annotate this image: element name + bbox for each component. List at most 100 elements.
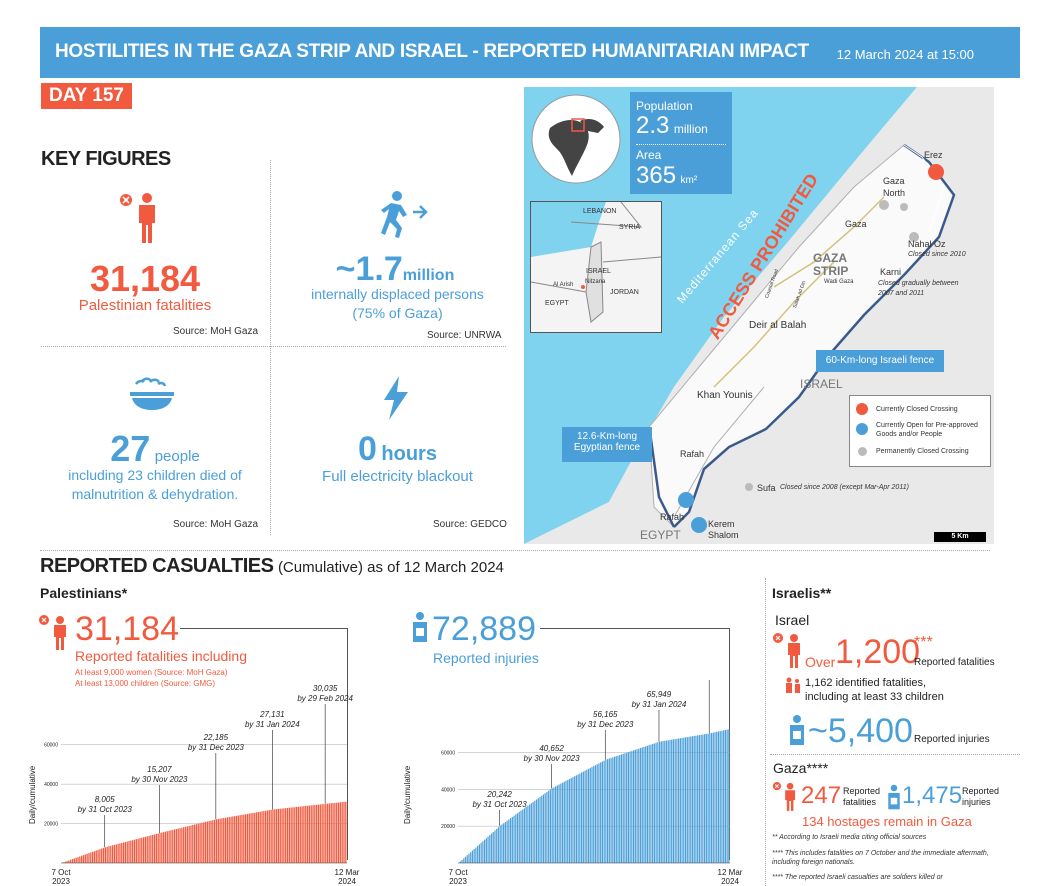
- place-rafah: Rafah: [680, 449, 705, 459]
- callout-line: [180, 628, 348, 629]
- displaced-unit: million: [402, 267, 455, 284]
- chart-bar: [126, 841, 128, 863]
- electricity-label: Full electricity blackout: [322, 468, 473, 485]
- chart-bar: [470, 852, 472, 863]
- malnutrition-unit: people: [154, 448, 200, 465]
- chart-bar: [297, 806, 300, 863]
- chart-bar: [634, 749, 636, 863]
- chart-bar: [122, 842, 125, 863]
- chart-bar: [328, 803, 331, 863]
- annotation-value: 15,207: [147, 765, 172, 774]
- chart-bar: [306, 805, 309, 863]
- chart-bar: [499, 825, 501, 863]
- chart-bar: [697, 735, 699, 863]
- chart-bar: [102, 847, 105, 863]
- chart-bar: [157, 833, 159, 863]
- israelis-label: Israelis**: [772, 585, 832, 601]
- chart-bar: [626, 752, 628, 863]
- place-gaza-north-2: North: [883, 188, 906, 198]
- chart-bar: [631, 750, 633, 863]
- chart-bar: [144, 836, 147, 863]
- chart-bar: [717, 731, 720, 863]
- y-tick-label: 20000: [441, 824, 455, 830]
- chart-bar: [544, 793, 546, 863]
- x-tick-label: 2023: [449, 877, 467, 886]
- chart-bar: [316, 804, 318, 863]
- chart-bar: [645, 746, 647, 863]
- chart-bar: [337, 802, 340, 863]
- annotation-value: 40,652: [539, 744, 564, 753]
- chart-bar: [613, 756, 616, 863]
- chart-bar: [152, 834, 154, 863]
- y-tick-label: 20000: [44, 822, 58, 828]
- chart-bar: [638, 748, 640, 863]
- chart-bar: [137, 838, 139, 863]
- gaza-injuries-value: 1,475: [902, 782, 963, 809]
- annotation-date: by 31 Dec 2023: [188, 743, 245, 752]
- chart-bar: [345, 801, 347, 863]
- chart-bar: [195, 824, 198, 863]
- chart-bar: [301, 806, 303, 863]
- legend-closed-label: Currently Closed Crossing: [876, 406, 958, 413]
- chart-bar: [549, 789, 552, 863]
- place-sufa: Sufa: [757, 483, 776, 493]
- chart-bar: [525, 806, 527, 863]
- chart-bar: [226, 817, 229, 863]
- karni-note-2: 2007 and 2011: [878, 290, 925, 297]
- chart-bar: [657, 742, 659, 863]
- inset-israel: ISRAEL: [586, 268, 611, 275]
- chart-bar: [186, 826, 188, 863]
- chart-bar: [504, 821, 506, 863]
- population-value-row: 2.3 million: [636, 112, 708, 140]
- chart-bar: [658, 741, 661, 863]
- israel-injuries-label: Reported injuries: [914, 734, 990, 745]
- chart-bar: [237, 815, 239, 863]
- chart-bar: [132, 840, 134, 863]
- chart-bar: [691, 736, 694, 863]
- chart-bar: [77, 857, 79, 863]
- chart-bar: [290, 807, 292, 863]
- chart-bar: [130, 840, 132, 863]
- chart-bar: [325, 803, 327, 863]
- chart-bar: [203, 822, 205, 863]
- chart-bar: [577, 774, 579, 863]
- chart-bar: [215, 819, 218, 863]
- chart-bar: [68, 860, 70, 863]
- y-axis-label: Daily/cumulative: [403, 765, 412, 824]
- chart-bar: [660, 741, 662, 863]
- gaza-subtitle: Gaza****: [773, 760, 829, 776]
- place-gaza-north: Gaza: [883, 176, 905, 186]
- chart-bar: [676, 738, 678, 863]
- place-gaza: Gaza: [845, 219, 867, 229]
- chart-bar: [553, 787, 555, 863]
- chart-bar: [532, 801, 534, 863]
- map-legend: Currently Closed Crossing Currently Open…: [849, 395, 991, 467]
- chart-bar: [561, 782, 564, 863]
- malnutrition-value: 27: [110, 428, 151, 469]
- annotation-value: 30,035: [313, 684, 338, 693]
- chart-bar: [478, 844, 481, 863]
- annotation-date: by 29 Feb 2024: [297, 694, 353, 703]
- chart-bar: [558, 784, 560, 863]
- chart-bar: [568, 778, 571, 863]
- chart-bar: [584, 770, 586, 863]
- gaza-fatalities-value: 247: [801, 782, 842, 809]
- chart-bar: [506, 820, 508, 863]
- chart-bar: [610, 757, 612, 863]
- israel-fatalities-label: Reported fatalities: [914, 657, 995, 668]
- chart-bar: [197, 823, 199, 863]
- divider: [40, 550, 990, 551]
- chart-bar: [106, 846, 108, 863]
- chart-bar: [223, 818, 225, 863]
- chart-bar: [596, 764, 598, 863]
- chart-bar: [241, 814, 243, 863]
- fatalities-value: 31,184: [89, 258, 201, 299]
- place-nahal-oz: Nahal Oz: [908, 239, 946, 249]
- annotation-value: 22,185: [203, 733, 229, 742]
- chart-bar: [246, 813, 249, 863]
- chart-bar: [184, 826, 187, 863]
- x-tick-label: 2024: [721, 877, 739, 886]
- chart-bar: [546, 791, 548, 863]
- chart-bar: [594, 765, 597, 863]
- chart-bar: [341, 802, 343, 863]
